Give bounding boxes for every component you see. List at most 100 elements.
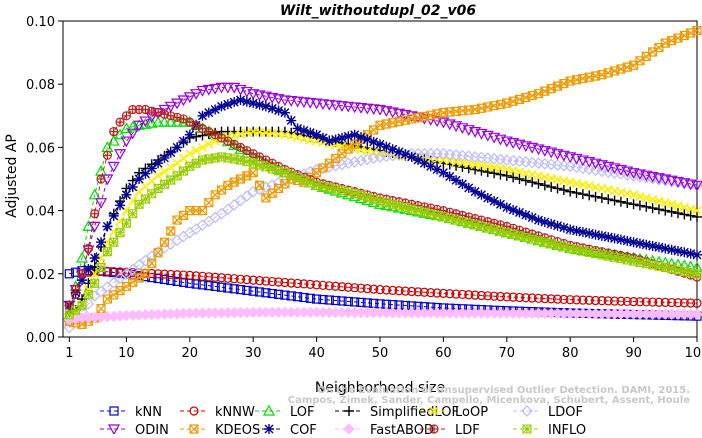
point-knnw xyxy=(616,296,626,306)
point-lof xyxy=(158,115,171,127)
point-ldof xyxy=(310,163,323,176)
point-simplifiedlof xyxy=(577,189,588,200)
point-knnw xyxy=(356,283,366,293)
point-cof xyxy=(317,132,328,143)
point-knn xyxy=(267,288,277,299)
point-knnw xyxy=(565,295,575,305)
point-knnw xyxy=(419,287,429,297)
legend-entry-cof: COF xyxy=(255,423,317,438)
point-knnw xyxy=(178,270,189,280)
point-knnw xyxy=(502,292,512,302)
point-knn xyxy=(337,296,347,306)
point-knnw xyxy=(210,272,220,282)
point-knnw xyxy=(197,271,208,281)
point-cof xyxy=(482,192,493,203)
point-cof xyxy=(653,242,664,253)
point-ldof xyxy=(380,150,393,163)
legend-label-loop: LoOP xyxy=(455,405,488,420)
point-inflo xyxy=(191,158,201,168)
point-cof xyxy=(324,136,335,147)
point-knnw xyxy=(388,285,398,295)
point-knnw xyxy=(254,275,265,286)
credit-line-2: On the Evaluation of Unsupervised Outlie… xyxy=(317,385,690,396)
point-lof xyxy=(114,128,127,140)
point-knnw xyxy=(660,297,670,307)
point-knn xyxy=(178,277,189,287)
point-cof xyxy=(685,248,696,259)
point-knn xyxy=(242,285,252,295)
x-tick-label: 10 xyxy=(118,346,135,361)
point-inflo xyxy=(293,173,303,183)
legend-label-ldf: LDF xyxy=(455,423,480,434)
legend-label-odin: ODIN xyxy=(135,423,169,434)
series-line-ldof xyxy=(68,153,698,328)
point-odin xyxy=(329,100,342,112)
legend-marker-ldof xyxy=(521,405,533,417)
point-cof xyxy=(102,221,113,232)
point-knnw xyxy=(305,279,315,289)
legend-label-inflo: INFLO xyxy=(548,423,586,434)
point-knnw xyxy=(400,286,410,296)
point-knnw xyxy=(667,297,677,308)
point-cof xyxy=(172,142,183,153)
legend-label-knnw: kNNW xyxy=(215,405,255,420)
legend-label-knn: kNN xyxy=(135,405,162,420)
point-cof xyxy=(241,96,252,107)
point-odin xyxy=(139,116,152,128)
point-inflo xyxy=(172,171,182,181)
point-cof xyxy=(355,132,366,143)
point-knnw xyxy=(280,277,290,288)
point-knnw xyxy=(552,294,563,304)
point-simplifiedlof xyxy=(558,185,569,196)
point-simplifiedlof xyxy=(685,210,696,221)
point-simplifiedlof xyxy=(653,204,664,215)
point-knnw xyxy=(223,273,233,283)
point-cof xyxy=(419,158,430,169)
point-knnw xyxy=(451,289,461,299)
point-odin xyxy=(310,98,323,110)
point-knnw xyxy=(597,296,607,306)
point-cof xyxy=(235,95,246,105)
point-cof xyxy=(336,132,347,143)
legend-label-cof: COF xyxy=(290,423,317,434)
point-knnw xyxy=(159,269,170,279)
point-cof xyxy=(140,168,151,179)
point-cof xyxy=(634,238,645,249)
point-cof xyxy=(178,136,189,147)
point-loop xyxy=(185,149,195,159)
point-cof xyxy=(267,103,278,114)
point-odin xyxy=(177,95,190,107)
legend-entry-odin: ODIN xyxy=(100,423,169,438)
point-ldf xyxy=(77,269,87,279)
point-knnw xyxy=(470,290,480,300)
point-cof xyxy=(508,204,519,215)
point-inflo xyxy=(185,161,195,171)
point-knnw xyxy=(331,281,341,291)
point-odin xyxy=(348,102,361,114)
point-knn xyxy=(166,275,176,286)
series-fastabod xyxy=(63,306,702,326)
point-knnw xyxy=(438,288,448,298)
point-knn xyxy=(172,276,182,286)
point-cof xyxy=(362,134,373,145)
point-cof xyxy=(375,139,385,150)
point-knn xyxy=(71,267,81,277)
point-lof xyxy=(171,115,184,127)
point-simplifiedlof xyxy=(596,192,607,203)
point-ldof xyxy=(374,151,386,163)
point-ldof xyxy=(228,199,241,211)
point-simplifiedlof xyxy=(546,181,557,192)
point-knnw xyxy=(648,297,658,307)
point-knnw xyxy=(559,294,569,305)
point-cof xyxy=(387,144,398,155)
point-knn xyxy=(159,274,170,285)
point-odin xyxy=(133,120,146,132)
point-cof xyxy=(273,105,284,116)
point-knn xyxy=(343,296,353,307)
point-knnw xyxy=(571,295,582,305)
point-cof xyxy=(666,244,677,255)
point-cof xyxy=(584,228,595,239)
point-loop xyxy=(153,171,163,181)
point-knn xyxy=(286,291,296,301)
point-cof xyxy=(527,212,538,223)
